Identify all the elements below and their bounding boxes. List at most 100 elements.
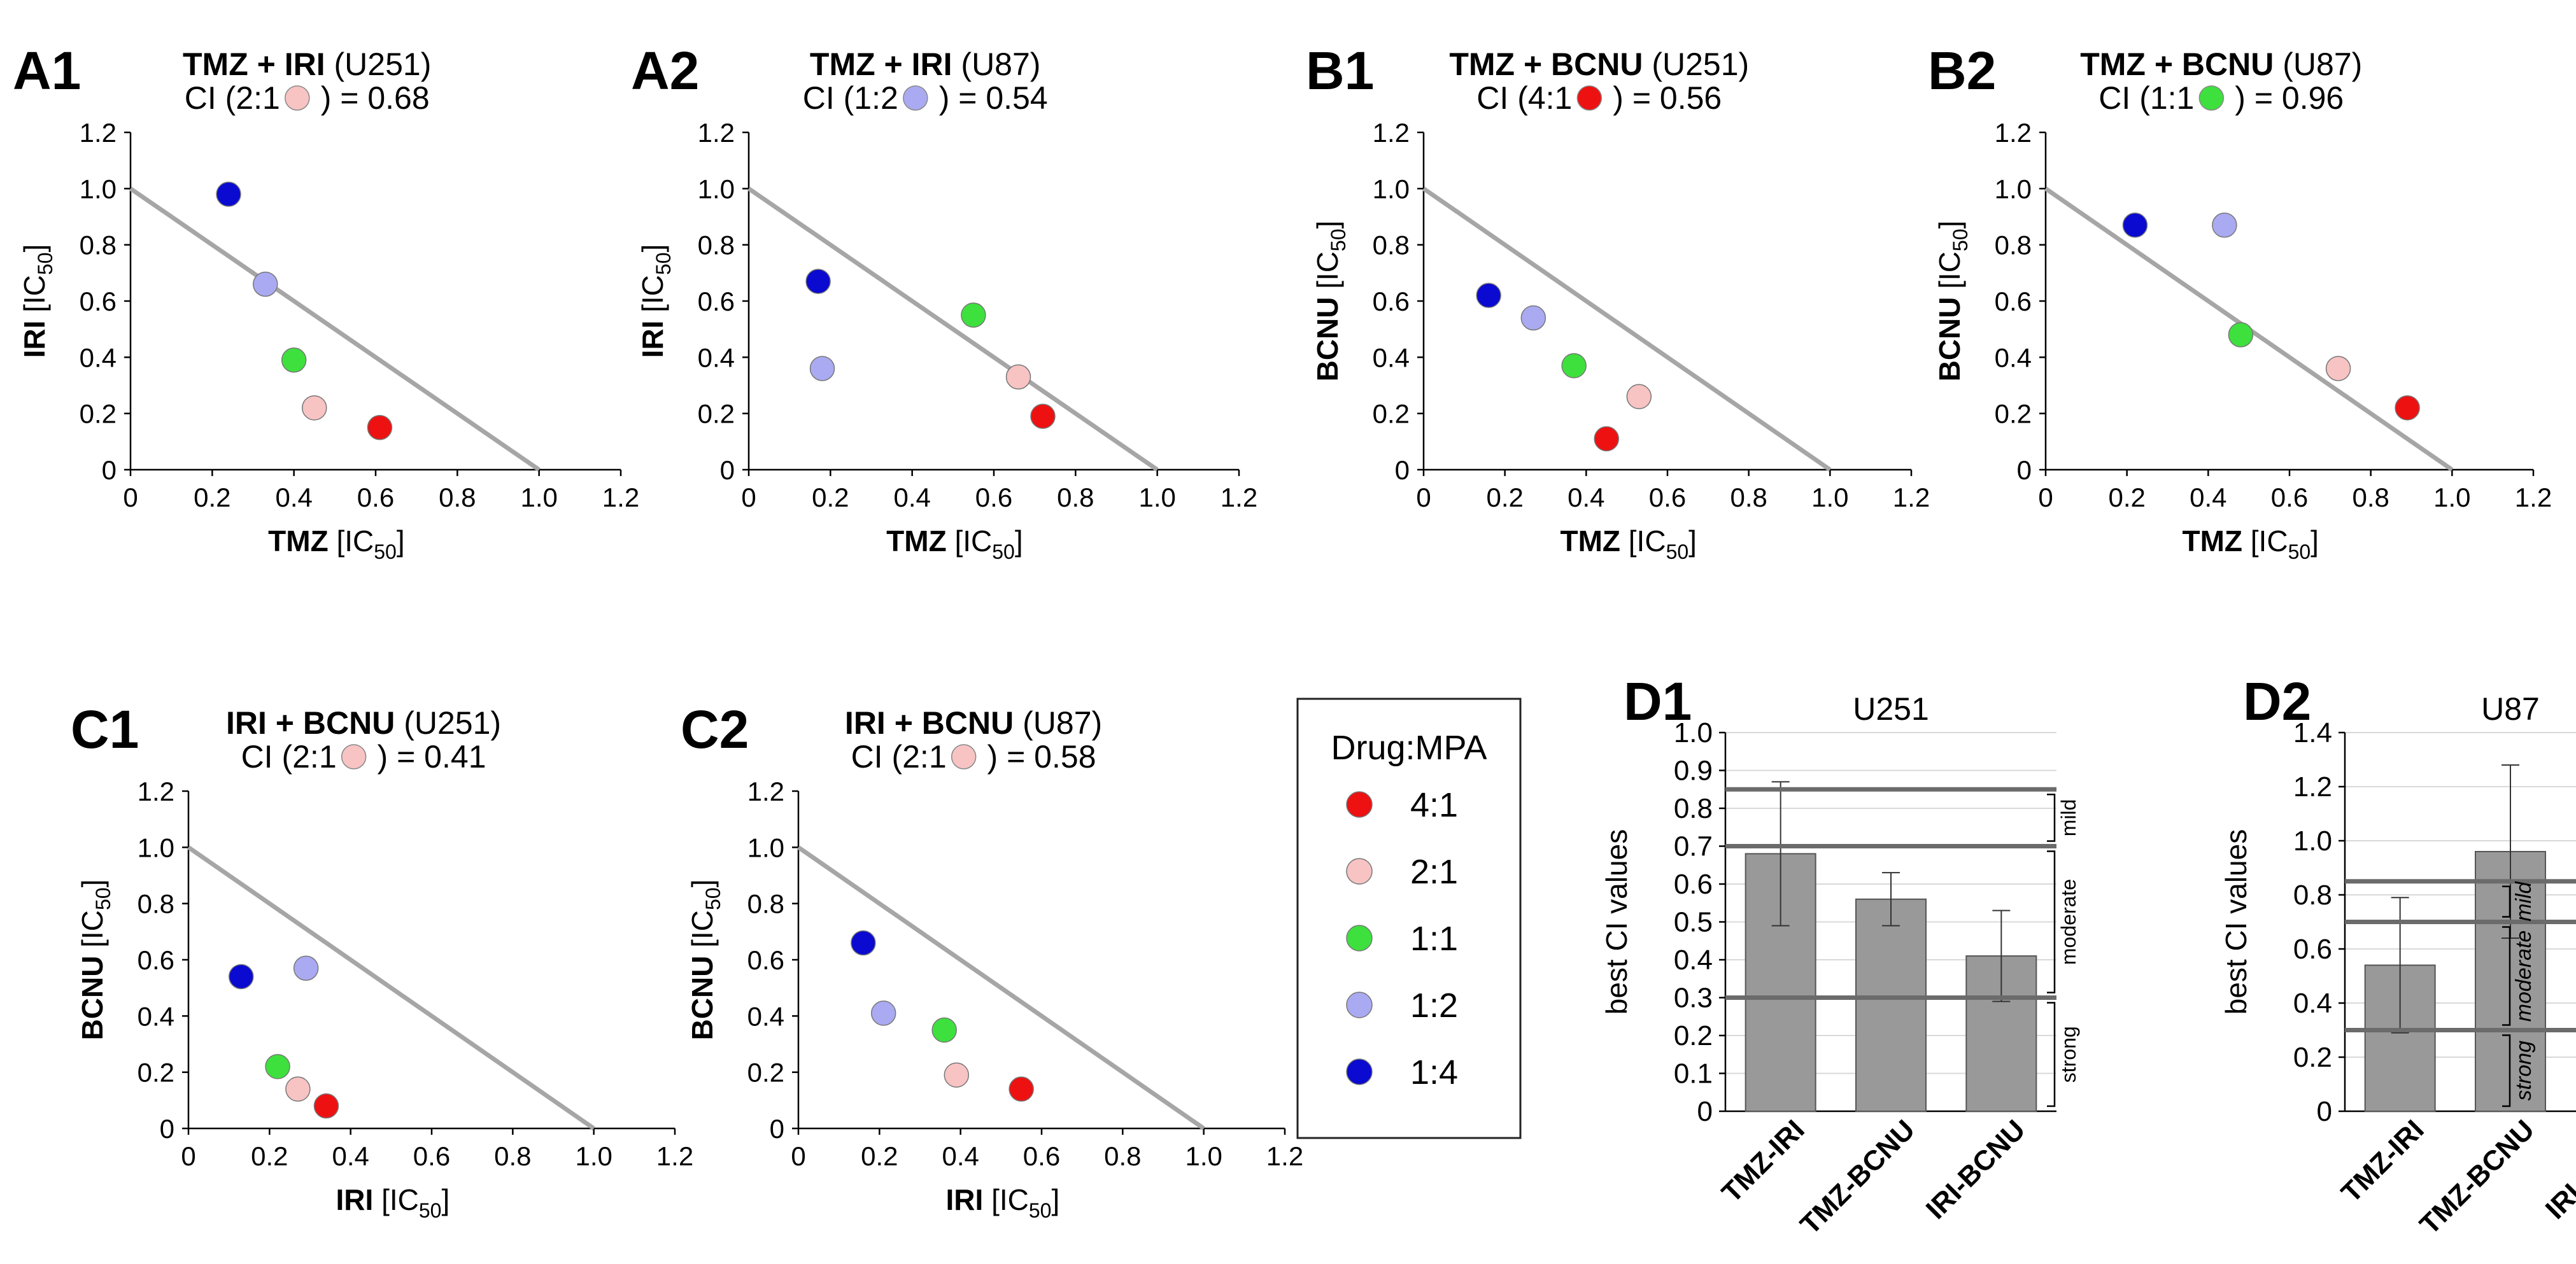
ci-dot	[1576, 85, 1603, 111]
y-tick-label: 0.4	[747, 1001, 784, 1031]
category-label: TMZ-BCNU	[2414, 1114, 2540, 1240]
y-axis-label: BCNU [IC50]	[1311, 221, 1350, 382]
x-tick-label: 0.8	[1104, 1141, 1141, 1171]
legend-label: 4:1	[1410, 786, 1458, 824]
legend: Drug:MPA 4:1 2:1 1:1 1:2 1:4	[1296, 698, 1522, 1139]
x-tick-label: 0.8	[1057, 482, 1094, 512]
x-tick-label: 1.2	[1221, 482, 1257, 512]
point-1-1	[2228, 322, 2254, 348]
y-tick-label: 0.2	[138, 1058, 174, 1088]
x-tick-label: 1.2	[1893, 482, 1930, 512]
ci-prefix: CI (2:1	[241, 739, 337, 775]
point-1-2	[1520, 305, 1546, 331]
y-axis-label: IRI [IC50]	[636, 244, 675, 358]
additivity-line	[747, 186, 1159, 472]
y-tick-label: 0.8	[80, 230, 117, 260]
title-drugs: IRI + BCNU	[845, 705, 1014, 741]
x-axis-label: IRI [IC50]	[946, 1183, 1060, 1222]
y-tick-label: 1.2	[2293, 771, 2332, 803]
point-2-1	[285, 1076, 311, 1102]
ci-rest: )	[321, 80, 332, 116]
y-tick-label: 0	[2317, 1096, 2332, 1127]
y-tick-label: 1.0	[1373, 174, 1410, 204]
panel-label: A2	[631, 41, 699, 101]
point-4-1	[2395, 395, 2420, 421]
ci-rest: )	[2235, 80, 2246, 116]
title-cell: (U87)	[2274, 46, 2362, 82]
panel-title: TMZ + BCNU (U251)	[1449, 46, 1749, 82]
panel-title: IRI + BCNU (U251)	[226, 705, 501, 741]
point-1-2	[870, 1001, 896, 1026]
title-cell: (U251)	[1643, 46, 1749, 82]
x-tick-label: 0.8	[2352, 482, 2389, 512]
ci-dot	[903, 85, 928, 111]
additivity-line	[797, 845, 1205, 1130]
x-tick-label: 0.2	[861, 1141, 898, 1171]
y-axis-label: best CI values	[2219, 829, 2253, 1015]
y-tick-label: 0.6	[2293, 934, 2332, 965]
y-tick-label: 0	[1395, 455, 1410, 485]
y-tick-label: 1.0	[2293, 825, 2332, 857]
y-tick-label: 0.2	[1674, 1020, 1713, 1051]
point-1-4	[1476, 283, 1501, 308]
panel-C2: C2 IRI + BCNU (U87)CI (2:1 ) = 0.58000.20…	[681, 699, 1303, 1222]
ci-label: CI (2:1 ) = 0.41	[241, 739, 486, 775]
point-1-4	[805, 269, 831, 294]
legend-label: 1:1	[1410, 920, 1458, 958]
point-1-4	[2122, 213, 2148, 238]
band-brace	[2502, 926, 2511, 1026]
y-tick-label: 1.2	[1373, 118, 1410, 148]
x-tick-label: 0.2	[251, 1141, 288, 1171]
x-tick-label: 0	[123, 482, 138, 512]
y-tick-label: 0.8	[698, 230, 735, 260]
panel-D2: D2 U87 0 0.2 0.4 0.6 0.8 1.0 1.2 1.4 best CI value…	[2219, 671, 2576, 1240]
point-4-1	[1030, 404, 1056, 429]
y-tick-label: 0.6	[1373, 286, 1410, 316]
y-tick-label: 0.6	[80, 286, 117, 316]
band-label: moderate	[2512, 930, 2536, 1022]
point-1-1	[931, 1017, 957, 1043]
title-drugs: TMZ + BCNU	[1449, 46, 1643, 82]
point-1-1	[281, 348, 307, 373]
ci-prefix: CI (1:2	[803, 80, 898, 116]
y-tick-label: 0	[770, 1114, 784, 1144]
y-tick-label: 0	[102, 455, 117, 485]
x-tick-label: 0	[181, 1141, 195, 1171]
legend-label: 2:1	[1410, 853, 1458, 891]
x-tick-label: 0.2	[812, 482, 849, 512]
x-axis-label: TMZ [IC50]	[2182, 524, 2318, 563]
ci-prefix: CI (4:1	[1476, 80, 1572, 116]
panel-title: TMZ + IRI (U251)	[183, 46, 431, 82]
x-tick-label: 0.8	[439, 482, 476, 512]
y-tick-label: 0.8	[747, 889, 784, 919]
category-label: TMZ-BCNU	[1794, 1114, 1921, 1240]
y-tick-label: 0.5	[1674, 907, 1713, 938]
ci-value: = 0.58	[998, 739, 1096, 775]
y-tick-label: 0	[160, 1114, 174, 1144]
y-axis-label: BCNU [IC50]	[1933, 221, 1972, 382]
panel-label: C1	[71, 699, 139, 759]
band-label: mild	[2057, 799, 2080, 837]
point-1-2	[253, 271, 278, 297]
y-tick-label: 0.4	[2293, 988, 2332, 1019]
y-tick-label: 0.2	[747, 1058, 784, 1088]
ci-prefix: CI (2:1	[851, 739, 947, 775]
panel-label: B2	[1928, 41, 1996, 101]
ci-value: = 0.41	[388, 739, 486, 775]
title-drugs: TMZ + BCNU	[2080, 46, 2274, 82]
x-tick-label: 0.6	[1023, 1141, 1060, 1171]
y-tick-label: 0.4	[1674, 944, 1713, 976]
y-axis-label: IRI [IC50]	[18, 244, 57, 358]
x-axis-label: TMZ [IC50]	[886, 524, 1023, 563]
y-tick-label: 1.0	[747, 832, 784, 862]
x-axis-label: IRI [IC50]	[336, 1183, 450, 1222]
ci-dot	[951, 744, 977, 769]
y-tick-label: 1.0	[698, 174, 735, 204]
band-label: strong	[2512, 1041, 2536, 1101]
band-brace	[2502, 885, 2511, 918]
y-tick-label: 0.2	[1373, 399, 1410, 429]
x-tick-label: 1.0	[575, 1141, 612, 1171]
panel-title: U251	[1853, 691, 1929, 727]
panel-label: B1	[1306, 41, 1374, 101]
